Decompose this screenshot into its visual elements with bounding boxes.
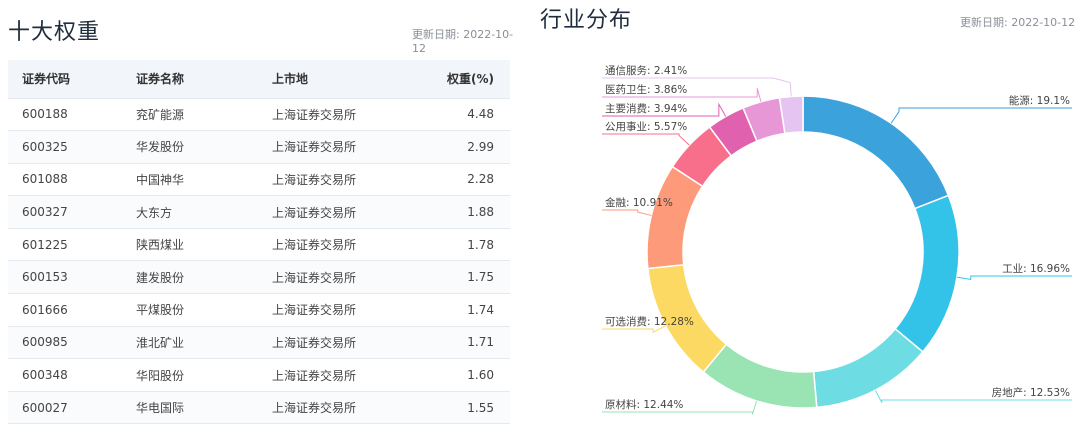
table-row[interactable]: 601225 陕西煤业 上海证券交易所 1.78: [8, 227, 510, 261]
cell-name: 中国神华: [136, 162, 272, 196]
slice-label-房地产: 房地产: 12.53%: [992, 386, 1070, 399]
cell-weight: 2.28: [422, 162, 510, 196]
leader-line-能源: [890, 107, 1072, 124]
col-header-weight[interactable]: 权重(%): [422, 60, 510, 98]
cell-exchange: 上海证券交易所: [272, 358, 422, 392]
table-row[interactable]: 600348 华阳股份 上海证券交易所 1.60: [8, 358, 510, 392]
leader-line-可选消费: [602, 325, 666, 334]
cell-exchange: 上海证券交易所: [272, 130, 422, 164]
cell-code: 601088: [8, 162, 136, 196]
industry-panel: 行业分布 更新日期: 2022-10-12 能源: 19.1% 工业: 16.96…: [530, 0, 1080, 435]
cell-exchange: 上海证券交易所: [272, 195, 422, 229]
leader-line-主要消费: [602, 102, 727, 117]
cell-exchange: 上海证券交易所: [272, 293, 422, 327]
slice-label-工业: 工业: 16.96%: [1002, 263, 1070, 275]
cell-weight: 1.60: [422, 358, 510, 392]
cell-name: 淮北矿业: [136, 325, 272, 359]
cell-code: 601225: [8, 227, 136, 261]
industry-title: 行业分布: [540, 8, 633, 33]
cell-weight: 2.99: [422, 130, 510, 164]
table-row[interactable]: 601088 中国神华 上海证券交易所 2.28: [8, 162, 510, 196]
cell-name: 建发股份: [136, 260, 272, 294]
col-header-exchange[interactable]: 上市地: [272, 60, 422, 98]
table-row[interactable]: 600327 大东方 上海证券交易所 1.88: [8, 195, 510, 229]
cell-code: 600153: [8, 260, 136, 294]
leader-line-原材料: [602, 400, 758, 415]
col-header-code[interactable]: 证券代码: [8, 60, 136, 98]
slice-label-通信服务: 通信服务: 2.41%: [605, 64, 687, 77]
cell-code: 600027: [8, 390, 136, 425]
slice-金融[interactable]: [646, 165, 704, 270]
cell-weight: 1.55: [422, 390, 510, 425]
cell-code: 601666: [8, 293, 136, 327]
leader-line-医药卫生: [602, 88, 762, 102]
slice-label-医药卫生: 医药卫生: 3.86%: [605, 83, 687, 96]
leader-line-工业: [956, 275, 1072, 281]
table-row[interactable]: 600985 淮北矿业 上海证券交易所 1.71: [8, 325, 510, 359]
slice-label-可选消费: 可选消费: 12.28%: [605, 315, 694, 328]
leader-line-通信服务: [602, 77, 792, 97]
table-header-row: 证券代码 证券名称 上市地 权重(%): [8, 60, 510, 98]
table-row[interactable]: 600325 华发股份 上海证券交易所 2.99: [8, 130, 510, 164]
top10-title: 十大权重: [8, 20, 101, 45]
cell-weight: 1.74: [422, 293, 510, 327]
slice-房地产[interactable]: [812, 327, 924, 409]
cell-name: 华电国际: [136, 390, 272, 425]
cell-exchange: 上海证券交易所: [272, 260, 422, 294]
table-row[interactable]: 600027 华电国际 上海证券交易所 1.55: [8, 390, 510, 425]
industry-donut-chart: 能源: 19.1% 工业: 16.96% 房地产: 12.53% 原材料: 12.44…: [602, 64, 1072, 415]
cell-name: 平煤股份: [136, 293, 272, 327]
cell-code: 600327: [8, 195, 136, 229]
cell-name: 华发股份: [136, 130, 272, 164]
cell-weight: 4.48: [422, 97, 510, 131]
slice-能源[interactable]: [802, 95, 950, 210]
cell-exchange: 上海证券交易所: [272, 325, 422, 359]
slice-label-原材料: 原材料: 12.44%: [605, 398, 683, 411]
cell-weight: 1.71: [422, 325, 510, 359]
top10-table: 证券代码 证券名称 上市地 权重(%) 600188 兖矿能源 上海证券交易所 4.4…: [8, 60, 510, 425]
cell-code: 600985: [8, 325, 136, 359]
leader-line-房地产: [874, 389, 1072, 403]
cell-name: 华阳股份: [136, 358, 272, 392]
cell-code: 600348: [8, 358, 136, 392]
cell-name: 大东方: [136, 195, 272, 229]
cell-weight: 1.78: [422, 227, 510, 261]
leader-line-公用事业: [602, 133, 690, 146]
slice-label-金融: 金融: 10.91%: [605, 196, 673, 209]
table-row[interactable]: 600188 兖矿能源 上海证券交易所 4.48: [8, 97, 510, 131]
table-row[interactable]: 600153 建发股份 上海证券交易所 1.75: [8, 260, 510, 294]
col-header-name[interactable]: 证券名称: [136, 60, 272, 98]
slice-label-能源: 能源: 19.1%: [1009, 94, 1070, 107]
slice-工业[interactable]: [894, 194, 960, 353]
cell-exchange: 上海证券交易所: [272, 390, 422, 425]
industry-update-date: 更新日期: 2022-10-12: [960, 16, 1076, 29]
cell-code: 600325: [8, 130, 136, 164]
cell-weight: 1.88: [422, 195, 510, 229]
cell-exchange: 上海证券交易所: [272, 227, 422, 261]
slice-原材料[interactable]: [702, 343, 818, 409]
cell-code: 600188: [8, 97, 136, 131]
cell-name: 陕西煤业: [136, 227, 272, 261]
cell-name: 兖矿能源: [136, 97, 272, 131]
slice-label-公用事业: 公用事业: 5.57%: [605, 120, 687, 133]
top10-panel: 十大权重 更新日期: 2022-10-12 证券代码 证券名称 上市地 权重(%…: [0, 0, 520, 435]
cell-weight: 1.75: [422, 260, 510, 294]
slice-通信服务[interactable]: [778, 95, 804, 135]
cell-exchange: 上海证券交易所: [272, 97, 422, 131]
leader-line-金融: [602, 209, 652, 216]
table-row[interactable]: 601666 平煤股份 上海证券交易所 1.74: [8, 293, 510, 327]
top10-update-date: 更新日期: 2022-10-12: [412, 28, 514, 55]
slice-label-主要消费: 主要消费: 3.94%: [605, 102, 687, 115]
cell-exchange: 上海证券交易所: [272, 162, 422, 196]
